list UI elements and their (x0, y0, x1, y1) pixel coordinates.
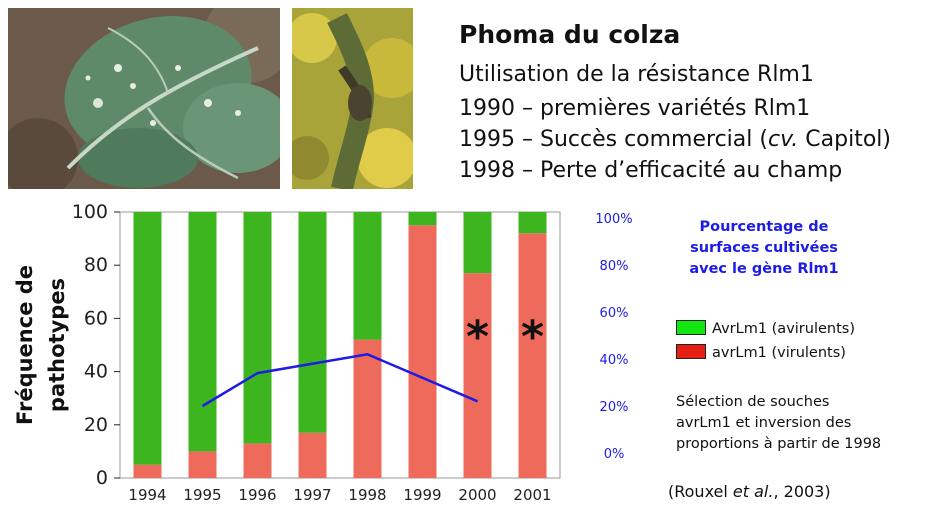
bar-virulent-1997 (298, 432, 327, 478)
x-tick-label: 1997 (293, 486, 331, 504)
secondary-tick-label: 60% (600, 306, 629, 321)
bar-virulent-2001 (518, 233, 547, 478)
asterisk-marker: * (521, 312, 544, 363)
timeline-text: 1998 – Perte d’efficacité au champ (459, 158, 843, 183)
y-tick-label: 20 (84, 414, 108, 436)
legend-item-virulent: avrLm1 (virulents) (676, 344, 846, 361)
y-tick-label: 80 (84, 254, 108, 276)
legend-label: AvrLm1 (avirulents) (712, 321, 855, 337)
bar-virulent-1994 (133, 464, 162, 478)
citation-text: , 2003) (773, 482, 831, 501)
citation-text: (Rouxel (668, 482, 733, 501)
secondary-title-line: avec le gène Rlm1 (689, 261, 839, 277)
secondary-title-line: surfaces cultivées (690, 240, 838, 256)
bar-virulent-1999 (408, 225, 437, 478)
note-line: proportions à partir de 1998 (676, 436, 882, 452)
x-tick-label: 1996 (238, 486, 276, 504)
y-tick-label: 40 (84, 361, 108, 383)
y-tick-label: 0 (96, 467, 108, 489)
timeline-1990: 1990 – premières variétés Rlm1 (459, 96, 810, 121)
citation-italic: et al. (732, 482, 774, 501)
bar-avirulent-2001 (518, 212, 547, 234)
selection-note: Sélection de souches avrLm1 et inversion… (676, 392, 926, 455)
bar-virulent-1996 (243, 443, 272, 478)
x-tick-label: 2000 (458, 486, 496, 504)
legend-label: avrLm1 (virulents) (712, 345, 846, 361)
timeline-text: 1990 – premières variétés Rlm1 (459, 96, 811, 121)
secondary-tick-label: 80% (600, 259, 629, 274)
stem-photo (292, 8, 413, 189)
secondary-tick-label: 20% (600, 400, 629, 415)
legend-swatch-green (676, 320, 706, 335)
timeline-1995: 1995 – Succès commercial (cv. Capitol) (459, 127, 891, 152)
timeline-1998: 1998 – Perte d’efficacité au champ (459, 158, 842, 183)
legend-swatch-red (676, 344, 706, 359)
secondary-series-title: Pourcentage de surfaces cultivées avec l… (676, 217, 852, 280)
leaf-photo (8, 8, 280, 189)
asterisk-marker: * (466, 312, 489, 363)
x-tick-label: 2001 (513, 486, 551, 504)
slide-subtitle: Utilisation de la résistance Rlm1 (459, 62, 814, 87)
bar-avirulent-1998 (353, 212, 382, 340)
secondary-tick-label: 100% (595, 212, 632, 227)
bar-avirulent-1995 (188, 212, 217, 452)
secondary-series-line (201, 353, 478, 408)
bar-avirulent-2000 (463, 212, 492, 274)
y-axis-title: Fréquence de (13, 265, 37, 425)
legend-item-avirulent: AvrLm1 (avirulents) (676, 320, 855, 337)
bar-virulent-1995 (188, 451, 217, 478)
y-tick-label: 100 (72, 201, 108, 223)
timeline-text: Capitol) (798, 127, 891, 152)
x-tick-label: 1999 (403, 486, 441, 504)
pathotype-chart: 1994 1995 1996 1997 1998 1999 2000 2001 0 20 40 60 8… (13, 201, 633, 504)
x-tick-label: 1994 (128, 486, 166, 504)
plot-frame (119, 211, 561, 479)
timeline-italic: cv. (767, 127, 799, 152)
x-tick-label: 1998 (348, 486, 386, 504)
bar-virulent-1998 (353, 339, 382, 478)
bar-virulent-2000 (463, 273, 492, 478)
y-axis-title: pathotypes (45, 278, 69, 412)
bar-avirulent-1997 (298, 212, 327, 433)
bar-avirulent-1999 (408, 212, 437, 226)
bar-avirulent-1996 (243, 212, 272, 444)
note-line: Sélection de souches (676, 394, 830, 410)
slide-title: Phoma du colza (459, 20, 681, 49)
timeline-text: 1995 – Succès commercial ( (459, 127, 768, 152)
secondary-tick-label: 40% (600, 353, 629, 368)
note-line: avrLm1 et inversion des (676, 415, 852, 431)
x-tick-label: 1995 (183, 486, 221, 504)
secondary-title-line: Pourcentage de (699, 219, 829, 235)
secondary-tick-label: 0% (604, 447, 625, 462)
bar-avirulent-1994 (133, 212, 162, 465)
y-tick-label: 60 (84, 307, 108, 329)
citation: (Rouxel et al., 2003) (668, 482, 831, 501)
